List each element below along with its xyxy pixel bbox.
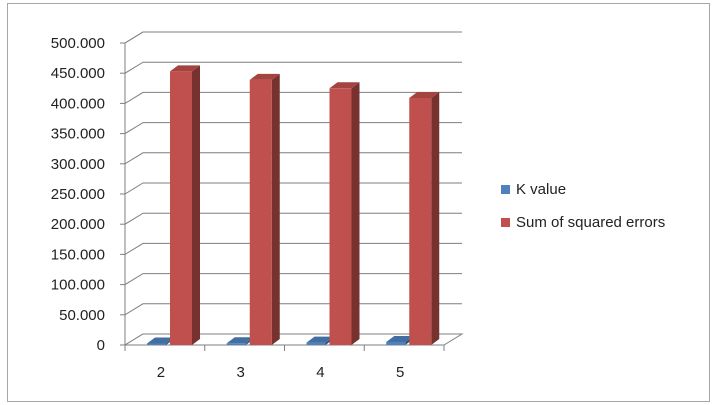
y-tick-label: 0: [97, 337, 105, 354]
y-tick-label: 450.000: [51, 65, 105, 82]
bar-sse-side: [271, 73, 280, 346]
y-tick-label: 500.000: [51, 35, 105, 52]
y-tick-label: 350.000: [51, 126, 105, 143]
legend-label-sse: Sum of squared errors: [516, 214, 666, 231]
bar-sse-top: [409, 91, 440, 98]
y-tick-label: 300.000: [51, 156, 105, 173]
legend-swatch-k-value: [501, 185, 510, 194]
x-tick-label: 5: [396, 364, 404, 381]
bar-k-value-top: [306, 336, 334, 343]
y-tick-label: 250.000: [51, 186, 105, 203]
legend-item-k-value: K value: [501, 181, 566, 198]
bar-k-value-top: [226, 337, 254, 344]
bar-sse-top: [329, 82, 360, 89]
y-tick-label: 100.000: [51, 277, 105, 294]
gridline: [124, 31, 462, 44]
bar-sse: [249, 79, 272, 346]
bar-k-value: [147, 343, 166, 345]
bar-sse: [329, 88, 352, 346]
bar-sse-side: [431, 91, 440, 346]
y-tick-label: 400.000: [51, 95, 105, 112]
y-tick-label: 200.000: [51, 216, 105, 233]
bar-sse-top: [170, 65, 200, 72]
bar-sse-top: [249, 73, 280, 80]
legend-label-k-value: K value: [516, 181, 567, 198]
bar-k-value: [306, 342, 326, 345]
y-tick-label: 50.000: [59, 307, 105, 324]
bar-k-value: [386, 341, 406, 345]
x-tick-label: 3: [236, 364, 244, 381]
y-tick-label: 150.000: [51, 246, 105, 263]
bar-sse: [170, 71, 192, 345]
bar-k-value-top: [147, 337, 174, 344]
x-tick-label: 4: [316, 364, 324, 381]
bar-sse: [409, 97, 432, 346]
bar-k-value-top: [386, 335, 414, 342]
x-tick-label: 2: [157, 364, 165, 381]
bar-k-value: [226, 343, 246, 345]
bar-sse-side: [192, 65, 200, 345]
bar-sse-side: [351, 82, 360, 346]
legend-item-sse: Sum of squared errors: [501, 214, 665, 231]
legend-swatch-sse: [501, 218, 510, 227]
gridline: [124, 61, 462, 74]
